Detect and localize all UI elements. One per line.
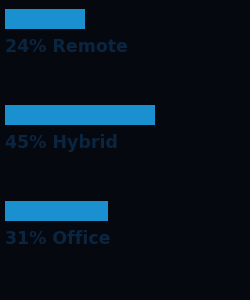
FancyBboxPatch shape	[5, 201, 108, 220]
Text: 45% Hybrid: 45% Hybrid	[5, 134, 118, 152]
FancyBboxPatch shape	[5, 105, 155, 124]
Text: 31% Office: 31% Office	[5, 230, 110, 247]
FancyBboxPatch shape	[5, 9, 85, 28]
Text: 24% Remote: 24% Remote	[5, 38, 128, 56]
